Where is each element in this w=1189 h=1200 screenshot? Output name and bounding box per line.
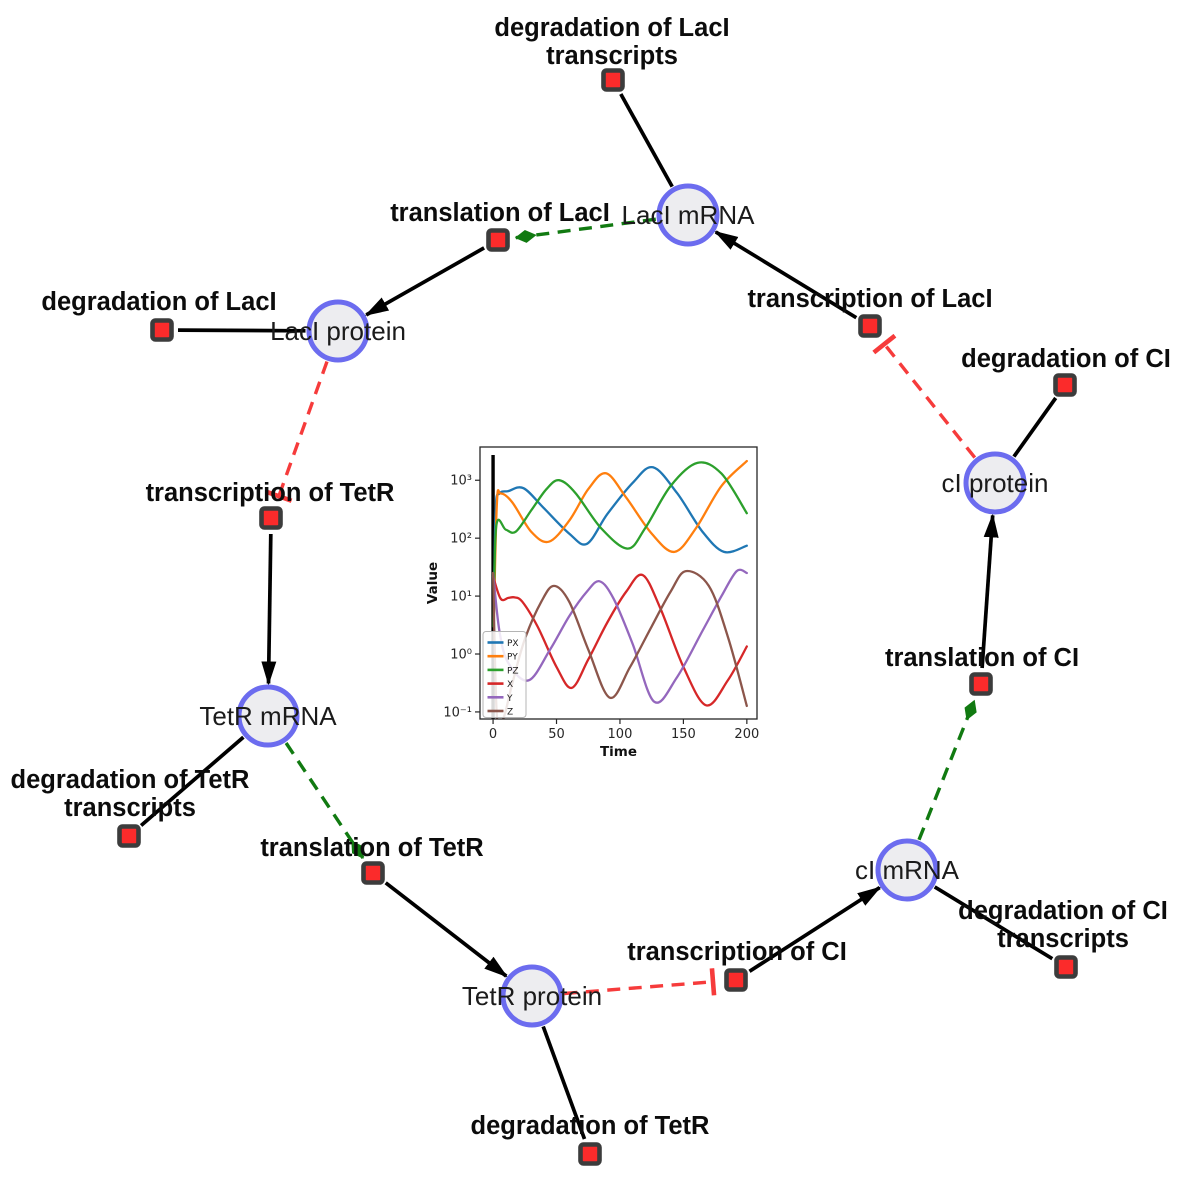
edge-production-r-transl-laci-to-laci-protein — [364, 246, 486, 317]
edge-consumption-laci-protein-to-r-deg-laci — [177, 328, 306, 333]
reaction-node-r-deg-ci-tx — [1054, 955, 1078, 979]
edge-consumption-laci-mrna-to-r-deg-laci-tx — [619, 93, 674, 188]
nodes-layer — [117, 68, 1078, 1166]
edge-production-r-tx-ci-to-ci-mrna — [748, 886, 882, 973]
edge-production-r-tx-laci-to-laci-mrna — [713, 230, 858, 320]
legend-label-PY: PY — [507, 653, 518, 663]
edge-production-r-transl-ci-to-ci-protein — [980, 513, 999, 669]
legend-label-Z: Z — [507, 708, 513, 718]
edge-inhibition-laci-protein-to-r-tx-tetr — [265, 361, 329, 503]
legend-label-X: X — [507, 680, 513, 690]
label-tetr-mrna: TetR mRNA — [199, 701, 337, 731]
y-tick-label: 10² — [450, 532, 472, 547]
inset-chart: 0 50 100 150 20010⁻¹10⁰10¹10²10³TimeValuePXP… — [425, 446, 759, 760]
edges-layer — [139, 93, 1058, 1140]
edge-catalysis-ci-mrna-to-r-transl-ci — [917, 699, 977, 841]
chart-series-PY — [492, 459, 748, 628]
reaction-node-r-transl-laci — [486, 228, 510, 252]
label-r-deg-tetr: degradation of TetR — [471, 1112, 710, 1140]
label-r-tx-laci: transcription of LacI — [747, 285, 992, 313]
reaction-node-r-deg-tetr — [578, 1142, 602, 1166]
label-r-transl-tetr: translation of TetR — [260, 834, 483, 862]
x-tick-label: 150 — [671, 727, 696, 742]
chart-series-Y — [491, 568, 748, 704]
y-axis-title: Value — [425, 562, 441, 604]
legend-box — [482, 631, 527, 718]
label-ci-mrna: cI mRNA — [855, 855, 960, 885]
y-tick-label: 10⁰ — [450, 648, 472, 663]
species-node-laci-mrna — [656, 183, 720, 247]
reaction-node-r-deg-laci-tx — [601, 68, 625, 92]
species-node-ci-protein — [963, 451, 1027, 515]
reaction-node-r-transl-ci — [969, 672, 993, 696]
x-tick-label: 50 — [548, 727, 565, 742]
label-r-transl-ci: translation of CI — [885, 644, 1079, 672]
y-tick-label: 10¹ — [450, 590, 472, 605]
label-r-deg-ci: degradation of CI — [961, 345, 1171, 373]
reaction-node-r-tx-ci — [724, 968, 748, 992]
y-tick-label: 10³ — [450, 474, 472, 489]
labels-layer: LacI mRNA LacI protein TetR mRNA TetR prote… — [11, 14, 1171, 1140]
label-r-deg-tetr-tx: degradation of TetR transcripts — [11, 766, 250, 822]
x-tick-label: 100 — [608, 727, 633, 742]
label-r-tx-tetr: transcription of TetR — [146, 479, 395, 507]
reaction-node-r-transl-tetr — [361, 861, 385, 885]
y-tick-label: 10⁻¹ — [443, 705, 472, 720]
chart-legend: PX PY PZ XYZ — [482, 631, 527, 718]
x-tick-label: 0 — [489, 727, 497, 742]
label-r-deg-laci-tx: degradation of LacI transcripts — [494, 14, 729, 70]
reaction-node-r-deg-ci — [1053, 373, 1077, 397]
label-laci-protein: LacI protein — [270, 316, 406, 346]
edge-consumption-ci-protein-to-r-deg-ci — [1012, 396, 1058, 458]
edge-inhibition-tetr-protein-to-r-tx-ci — [564, 968, 717, 996]
legend-label-PZ: PZ — [507, 666, 519, 676]
edge-consumption-tetr-protein-to-r-deg-tetr — [541, 1025, 587, 1140]
chart-series-PZ — [492, 461, 748, 628]
edge-production-r-tx-tetr-to-tetr-mrna — [261, 533, 277, 686]
label-r-transl-laci: translation of LacI — [390, 199, 610, 227]
label-r-deg-laci: degradation of LacI — [41, 288, 276, 316]
label-r-deg-ci-tx: degradation of CI transcripts — [958, 897, 1168, 953]
legend-label-PX: PX — [507, 639, 519, 649]
species-node-ci-mrna — [875, 838, 939, 902]
label-r-tx-ci: transcription of CI — [627, 938, 847, 966]
edge-consumption-tetr-mrna-to-r-deg-tetr-tx — [139, 735, 245, 827]
species-node-tetr-mrna — [236, 684, 300, 748]
edge-inhibition-ci-protein-to-r-tx-laci — [872, 333, 977, 459]
reaction-node-r-tx-laci — [858, 314, 882, 338]
chart-axes-box — [479, 446, 758, 720]
species-node-tetr-protein — [500, 964, 564, 1028]
label-tetr-protein: TetR protein — [462, 981, 602, 1011]
edge-production-r-transl-tetr-to-tetr-protein — [384, 881, 508, 978]
edge-consumption-ci-mrna-to-r-deg-ci-tx — [933, 885, 1054, 961]
edge-catalysis-laci-mrna-to-r-transl-laci — [514, 217, 657, 243]
edge-catalysis-tetr-mrna-to-r-transl-tetr — [284, 742, 365, 859]
label-laci-mrna: LacI mRNA — [622, 200, 756, 230]
x-tick-label: 200 — [734, 727, 759, 742]
legend-label-Y: Y — [506, 694, 513, 704]
species-node-laci-protein — [306, 299, 370, 363]
reaction-node-r-deg-tetr-tx — [117, 824, 141, 848]
chart-series-X — [491, 573, 748, 707]
reaction-node-r-deg-laci — [150, 318, 174, 342]
label-ci-protein: cI protein — [942, 468, 1049, 498]
reaction-node-r-tx-tetr — [259, 506, 283, 530]
x-axis-title: Time — [600, 744, 637, 760]
